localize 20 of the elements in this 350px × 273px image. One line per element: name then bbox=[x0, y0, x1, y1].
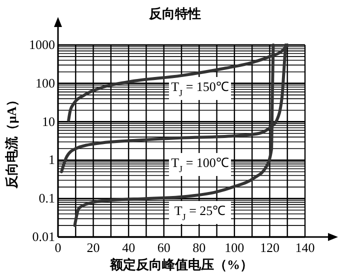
annotation: T$_{J}$ = 150℃ bbox=[171, 79, 229, 98]
y-axis-title: 反向电流（μA） bbox=[4, 94, 19, 190]
annotation: T$_{J}$ = 25℃ bbox=[174, 203, 226, 222]
y-tick-label: 0.1 bbox=[38, 190, 55, 206]
x-tick-label: 120 bbox=[260, 240, 280, 255]
x-tick-label: 100 bbox=[224, 240, 244, 255]
y-tick-label: 100 bbox=[36, 75, 55, 90]
x-tick-label: 40 bbox=[122, 240, 136, 255]
y-tick-label: 0.01 bbox=[32, 229, 55, 244]
y-tick-label: 1 bbox=[48, 152, 55, 168]
y-tick-label: 1000 bbox=[29, 37, 55, 52]
x-tick-label: 0 bbox=[54, 240, 62, 255]
chart-title: 反向特性 bbox=[148, 6, 201, 21]
x-tick-label: 140 bbox=[295, 240, 315, 255]
x-tick-label: 20 bbox=[86, 240, 100, 255]
x-axis-title: 额定反向峰值电压（%） bbox=[109, 257, 253, 272]
x-tick-label: 80 bbox=[192, 240, 206, 255]
y-tick-label: 10 bbox=[42, 114, 55, 129]
x-tick-label: 60 bbox=[157, 240, 170, 255]
annotation: T$_{J}$ = 100℃ bbox=[171, 155, 229, 174]
